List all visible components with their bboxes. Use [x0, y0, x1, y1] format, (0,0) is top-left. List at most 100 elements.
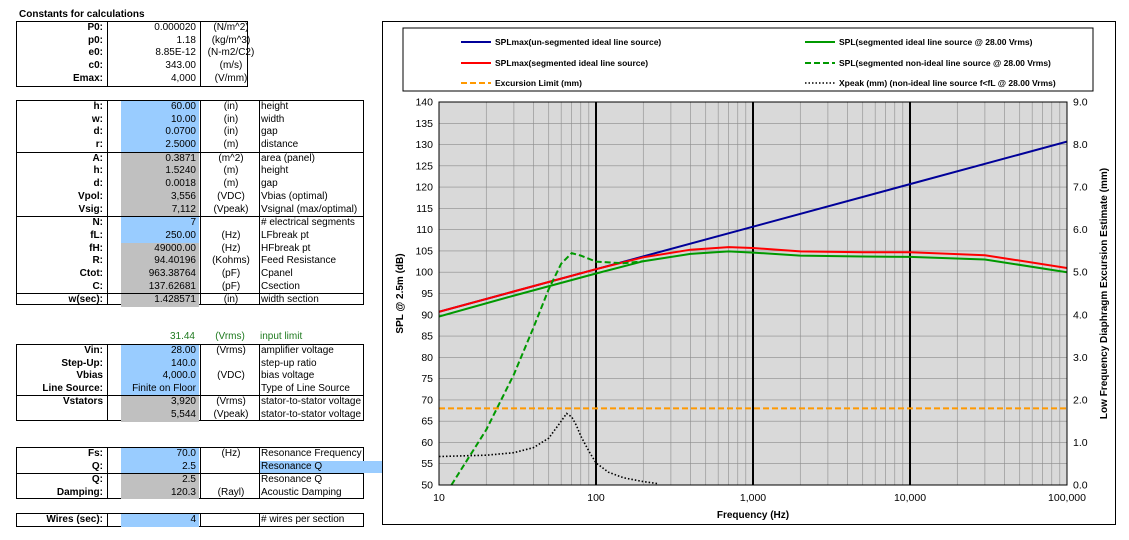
param-label: h:	[93, 165, 103, 177]
param-unit: (Vrms)	[216, 396, 246, 408]
param-description: Feed Resistance	[261, 255, 337, 267]
param-label: c0:	[88, 60, 103, 72]
param-label: N:	[92, 217, 103, 229]
y2-tick-label: 8.0	[1073, 139, 1088, 151]
param-row-vin: Vin: 28.00 (Vrms) amplifier voltage	[17, 345, 363, 358]
param-label: A:	[92, 152, 103, 164]
input-limit-value: 31.44	[169, 331, 195, 342]
y2-tick-label: 4.0	[1073, 309, 1088, 321]
param-row-fh: fH: 49000.00 (Hz) HFbreak pt	[17, 242, 363, 256]
series-line-2	[439, 246, 1067, 313]
param-row-p0: p0: 1.18 (kg/m^3)	[17, 35, 250, 48]
param-value-vbias[interactable]: 4,000.0	[121, 370, 199, 383]
param-description: Cpanel	[261, 267, 293, 279]
y2-tick-label: 3.0	[1073, 352, 1088, 364]
param-unit: (Vrms)	[216, 345, 246, 356]
param-value-h[interactable]: 60.00	[121, 101, 199, 114]
constants-title: Constants for calculations	[19, 9, 145, 20]
param-label: Q:	[91, 474, 103, 486]
param-row-e0: e0: 8.85E-12 (N-m2/C2)	[17, 47, 255, 60]
param-value-n[interactable]: 7	[121, 217, 199, 230]
param-row-c0: c0: 343.00 (m/s)	[17, 60, 247, 73]
param-value-r[interactable]: 2.5000	[121, 139, 199, 152]
param-unit: (m)	[223, 165, 239, 177]
param-value-step-up[interactable]: 140.0	[121, 357, 199, 371]
param-description: height	[261, 165, 289, 177]
param-value-e0: 8.85E-12	[155, 47, 196, 59]
param-description: Type of Line Source	[261, 382, 350, 394]
param-row-q: Q: 2.5 Resonance Q	[17, 473, 363, 487]
param-description: # wires per section	[261, 514, 345, 525]
y-tick-label: 100	[415, 267, 433, 279]
legend-label-3: SPL(segmented ideal line source @ 28.00 …	[839, 37, 1033, 47]
param-label: Q:	[91, 460, 103, 472]
param-value-q: 2.5	[121, 474, 199, 487]
y-tick-label: 70	[421, 394, 433, 406]
y-tick-label: 90	[421, 309, 433, 321]
param-label: Ctot:	[79, 267, 103, 279]
param-description: area (panel)	[261, 152, 315, 164]
param-row-a: A: 0.3871 (m^2) area (panel)	[17, 151, 363, 166]
param-label: Fs:	[88, 448, 103, 459]
param-row-fs: Fs: 70.0 (Hz) Resonance Frequency	[17, 448, 363, 461]
param-row-w-sec: w(sec): 1.428571 (in) width section	[17, 293, 363, 308]
param-value-vsig: 7,112	[121, 203, 199, 217]
y2-tick-label: 5.0	[1073, 267, 1088, 279]
param-unit: (m)	[223, 178, 239, 190]
param-value-c0: 343.00	[165, 60, 196, 72]
y-tick-label: 140	[415, 97, 433, 109]
param-unit: (in)	[223, 294, 239, 306]
param-label: Wires (sec):	[46, 514, 103, 525]
y2-tick-label: 6.0	[1073, 224, 1088, 236]
param-value-wires[interactable]: 4	[121, 514, 199, 527]
series-line-3	[439, 250, 1067, 318]
legend-label-5: Excursion Limit (mm)	[495, 78, 582, 88]
x-tick-label: 10	[433, 492, 445, 504]
param-label: Step-Up:	[61, 357, 103, 369]
param-row-h: h: 1.5240 (m) height	[17, 165, 363, 179]
param-unit: (pF)	[221, 267, 241, 279]
y-tick-label: 125	[415, 160, 433, 172]
param-description: distance	[261, 139, 299, 151]
param-label: fH:	[89, 242, 103, 254]
legend-label-6: Xpeak (mm) (non-ideal line source f<fL @…	[839, 78, 1056, 88]
param-row-q: Q: 2.5 Resonance Q	[17, 460, 383, 474]
param-description: Vsignal (max/optimal)	[261, 203, 358, 215]
param-value-d[interactable]: 0.0700	[121, 126, 199, 140]
param-unit: (m)	[223, 139, 239, 151]
param-label: w:	[91, 113, 103, 125]
column-divider	[107, 514, 108, 526]
param-value-line-source[interactable]: Finite on Floor	[121, 382, 199, 396]
param-value-ctot: 963.38764	[121, 267, 199, 281]
param-row-vstators: Vstators 3,920 (Vrms) stator-to-stator volt…	[17, 395, 363, 409]
param-row-d: d: 0.0700 (in) gap	[17, 126, 363, 140]
param-label: Damping:	[56, 486, 103, 498]
param-unit: (Vpeak)	[213, 408, 249, 420]
param-value-emax: 4,000	[170, 72, 196, 84]
param-unit: (in)	[223, 101, 239, 112]
param-value-damping: 120.3	[121, 486, 199, 500]
param-unit: (V/mm)	[214, 72, 248, 84]
legend-label-2: SPLmax(segmented ideal line source)	[495, 58, 648, 68]
param-row-step-up: Step-Up: 140.0 step-up ratio	[17, 357, 363, 371]
param-unit: (kg/m^3)	[211, 34, 251, 46]
param-value-vin[interactable]: 28.00	[121, 345, 199, 358]
param-label: P0:	[87, 22, 103, 33]
param-value-fl[interactable]: 250.00	[121, 229, 199, 243]
param-value-fs[interactable]: 70.0	[121, 448, 199, 461]
param-label: R:	[92, 255, 103, 267]
param-value-w[interactable]: 10.00	[121, 113, 199, 127]
y-tick-label: 80	[421, 352, 433, 364]
param-value-c: 137.62681	[121, 280, 199, 294]
param-unit: (Kohms)	[212, 255, 250, 267]
param-description: Resonance Q	[259, 460, 383, 474]
param-unit: (m/s)	[219, 60, 243, 72]
param-unit: (VDC)	[217, 370, 245, 382]
param-unit: (N/m^2)	[213, 22, 249, 33]
param-description: stator-to-stator voltage	[261, 396, 362, 408]
y2-tick-label: 0.0	[1073, 480, 1088, 492]
param-value-q[interactable]: 2.5	[121, 460, 199, 474]
legend-box	[402, 27, 1094, 92]
param-row-blank: 5,544 (Vpeak) stator-to-stator voltage	[17, 408, 363, 422]
param-row-vbias: Vbias 4,000.0 (VDC) bias voltage	[17, 370, 363, 383]
